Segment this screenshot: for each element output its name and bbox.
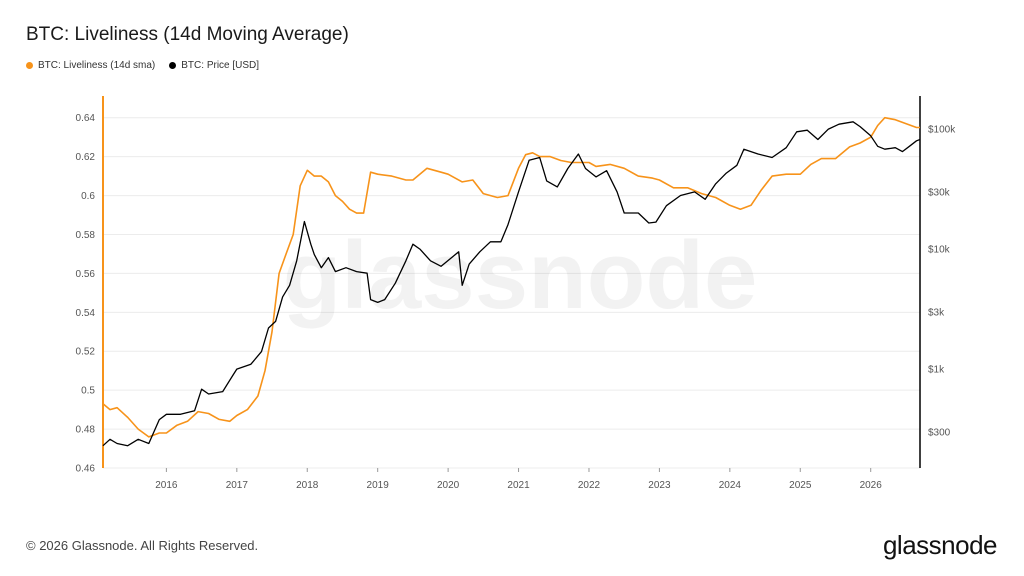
x-tick-label: 2020: [437, 480, 460, 491]
right-y-tick-label: $30k: [928, 187, 951, 198]
left-y-tick-label: 0.46: [76, 464, 96, 475]
x-tick-label: 2023: [648, 480, 671, 491]
copyright-footer: © 2026 Glassnode. All Rights Reserved.: [26, 538, 259, 553]
legend-item-price[interactable]: BTC: Price [USD]: [169, 60, 259, 71]
brand-logo-text: glassnode: [882, 530, 998, 560]
chart-title: BTC: Liveliness (14d Moving Average): [26, 24, 349, 45]
left-y-tick-label: 0.58: [76, 230, 96, 241]
right-y-tick-label: $3k: [928, 307, 945, 318]
left-y-tick-label: 0.54: [76, 308, 96, 319]
left-y-tick-label: 0.62: [76, 152, 96, 163]
x-tick-label: 2018: [296, 480, 319, 491]
series-line-price[interactable]: [102, 121, 921, 447]
right-y-tick-label: $10k: [928, 245, 951, 256]
legend-label-liveliness: BTC: Liveliness (14d sma): [38, 60, 156, 71]
legend-label-price: BTC: Price [USD]: [181, 60, 260, 71]
left-y-tick-label: 0.52: [76, 347, 96, 358]
gridlines: [103, 117, 920, 469]
x-tick-label: 2017: [226, 480, 249, 491]
x-tick-label: 2026: [860, 480, 883, 491]
series-line-liveliness[interactable]: [102, 116, 920, 438]
legend-dot-liveliness: [26, 62, 33, 69]
left-y-tick-label: 0.56: [76, 269, 96, 280]
right-y-tick-label: $1k: [928, 365, 945, 376]
left-y-tick-label: 0.5: [81, 386, 95, 397]
x-tick-label: 2019: [367, 480, 390, 491]
right-y-tick-label: $100k: [928, 125, 956, 136]
left-y-tick-label: 0.6: [81, 191, 95, 202]
left-y-axis: 0.64 0.62 0.6 0.58 0.56 0.54 0.52 0.5 0.48 0.46: [76, 96, 104, 475]
x-axis: 2016 2017 2018 2019 2020 2021 2022 2023 2024 2025…: [155, 468, 882, 491]
series-group: [102, 116, 921, 447]
legend-item-liveliness[interactable]: BTC: Liveliness (14d sma): [26, 60, 155, 71]
right-y-axis: $100k $30k $10k $3k $1k $300: [919, 96, 956, 468]
chart-legend: BTC: Liveliness (14d sma) BTC: Price [US…: [26, 60, 259, 71]
left-y-tick-label: 0.64: [76, 113, 96, 124]
x-tick-label: 2022: [578, 480, 601, 491]
watermark-text: glassnode: [283, 222, 758, 329]
x-tick-label: 2024: [719, 480, 742, 491]
x-tick-label: 2025: [789, 480, 812, 491]
legend-dot-price: [169, 62, 177, 69]
left-y-tick-label: 0.48: [76, 425, 96, 436]
x-tick-label: 2021: [507, 480, 530, 491]
right-y-tick-label: $300: [928, 427, 951, 438]
x-tick-label: 2016: [155, 480, 178, 491]
